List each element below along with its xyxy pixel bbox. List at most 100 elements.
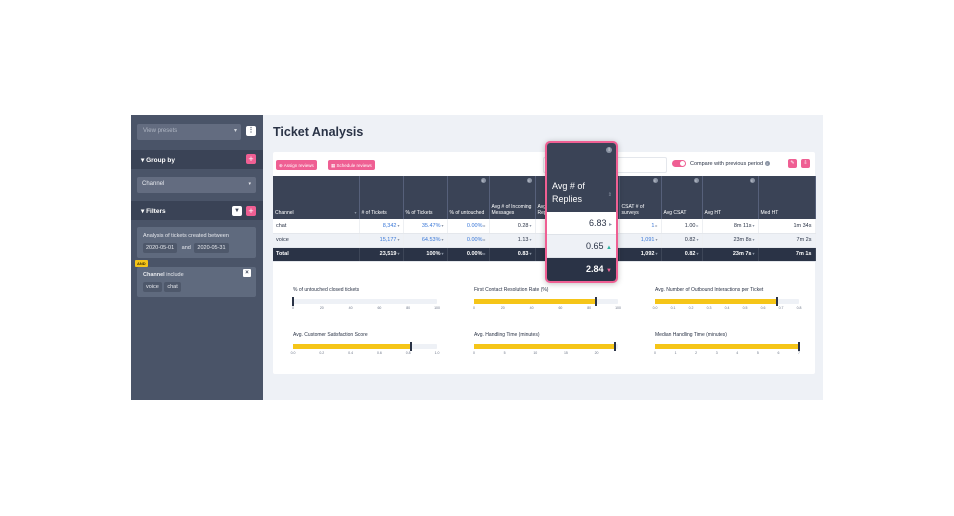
metric-tick-label: 1 [674,351,677,355]
add-filter-button[interactable]: + [246,206,256,216]
cell-channel: voice [273,233,360,248]
col-header-avg-ht[interactable]: i Avg HT [702,176,759,219]
group-by-header[interactable]: ▾ Group by [131,150,263,169]
cell-tickets[interactable]: 15,177▾ [359,233,404,248]
cell-csat-surveys[interactable]: 1▸ [619,219,662,234]
col-header-tickets[interactable]: # of Tickets [359,176,404,219]
channel-filter-card[interactable]: × Channel include voice chat [137,267,256,297]
assign-reviews-label: Assign reviews [283,162,314,168]
metric-tick-label: 0.0 [652,306,658,310]
add-group-button[interactable]: + [246,154,256,164]
cell-channel: Total [273,247,360,262]
app-window: View presets ▾ ⋮ ▾ Group by + Channel ▾ … [131,115,823,400]
filter-icon[interactable]: ▼ [232,206,242,216]
col-label: Avg HT [704,210,722,216]
info-icon[interactable]: i [749,178,755,183]
metric-tick-label: 100 [615,306,621,310]
col-header-avg-csat[interactable]: i Avg CSAT [661,176,703,219]
cell-value: 0.82 [684,237,696,243]
table-row[interactable]: voice 15,177▾ 64.53%▾ 0.00%▸ 1.13▾ 1,091… [273,233,816,248]
ticket-table-panel: ⊕ Assign reviews ▦ Schedule reviews Comp… [273,152,816,274]
zoom-row-total: 2.84 ▼ [547,258,616,281]
cell-avg-csat: 0.82▾ [661,247,703,262]
filters-header[interactable]: ▾ Filters [131,201,263,220]
zoom-header-label: Avg # of Replies [552,180,585,204]
arrow-right-icon: ▸ [608,222,612,228]
col-header-pct-tickets[interactable]: % of Tickets [403,176,448,219]
cell-value: 0.82 [684,251,696,257]
zoom-row-voice: 0.65 ▲ [547,235,616,258]
compare-toggle[interactable] [672,160,686,167]
col-header-med-ht[interactable]: Med HT [758,176,816,219]
zoom-header[interactable]: i Avg # of Replies ⇕ [547,143,616,212]
metric-ticks: 0 20 40 60 80 100 [473,306,621,312]
metric-tick-label: 5 [756,351,759,355]
cell-value: 8m 11s [733,222,752,229]
metric-tick-label: 0 [473,306,475,310]
metric-tick-label: 7 [798,351,800,355]
metric-tick-label: 6 [777,351,780,355]
metric-bar-marker [595,297,598,306]
view-presets-select[interactable]: View presets ▾ [137,124,241,140]
col-label: % of untouched [449,210,485,216]
group-by-select[interactable]: Channel ▾ [137,177,256,193]
channel-chip-chat[interactable]: chat [164,282,181,292]
info-icon[interactable]: i [480,178,486,183]
cell-value: 0.83 [517,251,529,257]
schedule-reviews-button[interactable]: ▦ Schedule reviews [328,160,375,170]
cell-csat-surveys[interactable]: 1,091▾ [619,233,662,248]
col-label: Avg # of Incoming Messages [491,204,532,216]
cell-tickets[interactable]: 8,342▾ [359,219,404,234]
date-to-chip[interactable]: 2020-05-31 [194,243,229,253]
assign-reviews-button[interactable]: ⊕ Assign reviews [276,160,317,170]
cell-avg-ht: 23m 8s▾ [702,233,759,248]
cell-pct-tickets[interactable]: 64.53%▾ [403,233,448,248]
table-row[interactable]: chat 8,342▾ 35.47%▾ 0.00%▸ 0.28▾ 1▸ 1.00… [273,219,816,234]
metric-block: Avg. Number of Outbound Interactions per… [652,287,802,312]
close-icon[interactable]: × [243,269,251,277]
metric-tick-label: 40 [348,306,353,310]
metric-tick-label: 20 [594,351,599,355]
metric-ticks: 0 20 40 60 80 100 [292,306,440,312]
date-from-chip[interactable]: 2020-05-01 [143,243,178,253]
cell-untouched[interactable]: 0.00%▸ [447,219,490,234]
cell-pct-tickets[interactable]: 35.47%▾ [403,219,448,234]
info-icon[interactable]: i [526,178,532,183]
cell-value: 0.00% [466,222,483,229]
cell-value: 23,519 [379,251,397,257]
cell-value: 35.47% [421,222,441,229]
date-and-label: and [181,245,191,251]
metric-tick-label: 0.4 [724,306,730,310]
col-label: Avg CSAT [663,210,687,216]
channel-chip-voice[interactable]: voice [143,282,162,292]
download-icon[interactable]: ⇩ [801,159,810,168]
metric-bar-marker [292,297,294,306]
metric-bar [655,297,799,306]
more-options-button[interactable]: ⋮ [246,126,256,136]
col-label: CSAT # of surveys [621,204,645,216]
col-label: # of Tickets [361,210,387,216]
info-icon[interactable]: i [652,178,658,183]
cell-avg-ht: 8m 11s▾ [702,219,759,234]
wrench-icon[interactable]: ✎ [788,159,797,168]
metric-title: Median Handling Time (minutes) [655,332,727,338]
arrow-up-icon: ▲ [606,245,612,251]
col-header-channel[interactable]: Channel ▾ [273,176,360,219]
col-header-untouched[interactable]: i % of untouched [447,176,490,219]
metric-title: % of untouched closed tickets [293,287,360,293]
date-filter-card[interactable]: Analysis of tickets created between 2020… [137,227,256,258]
col-label: % of Tickets [405,210,433,216]
cell-tickets: 23,519▾ [359,247,404,262]
info-icon[interactable]: i [764,161,770,166]
info-icon[interactable]: i [606,147,612,153]
sort-icon[interactable]: ⇕ [607,191,612,198]
cell-untouched[interactable]: 0.00%▸ [447,233,490,248]
metric-ticks: 0 1 2 3 4 5 6 7 [654,351,800,357]
col-header-incoming[interactable]: i Avg # of Incoming Messages [489,176,536,219]
metric-block: Median Handling Time (minutes) 0 1 2 3 4 5 6 7 [654,332,800,357]
cell-value: 0.00% [466,237,483,243]
metric-bar [292,297,437,306]
col-header-csat-surveys[interactable]: i CSAT # of surveys [619,176,662,219]
info-icon[interactable]: i [693,178,699,183]
metric-block: Avg. Customer Satisfaction Score 0.0 0.2 0.… [291,332,440,357]
